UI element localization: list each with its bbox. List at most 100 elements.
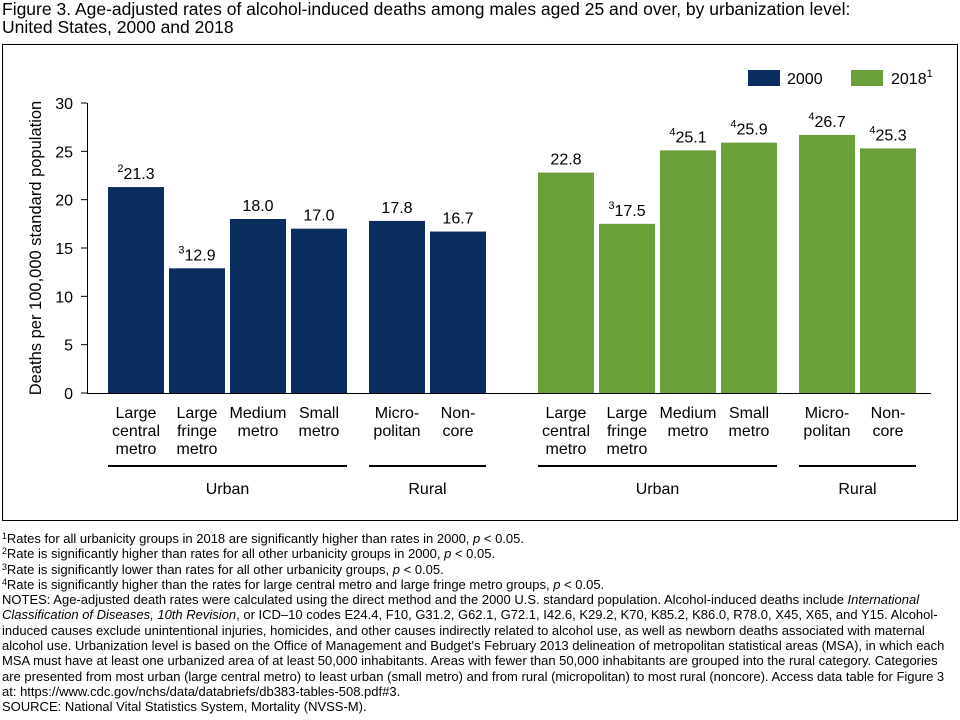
category-label: Non-core — [441, 405, 476, 440]
legend-label-2000: 2000 — [787, 71, 823, 88]
category-label-line: Non- — [871, 405, 906, 422]
footnote-italic: p — [444, 546, 452, 562]
data-label: 18.0 — [242, 198, 273, 215]
data-label: 425.9 — [730, 119, 767, 139]
y-axis-label: Deaths per 100,000 standard population — [27, 101, 45, 395]
data-label: 312.9 — [178, 244, 215, 264]
bar-2018-micro-politan — [799, 134, 855, 393]
data-label-note-marker: 4 — [808, 111, 814, 123]
category-label-line: Micro- — [375, 405, 419, 422]
category-label-line: Small — [729, 405, 769, 422]
category-label-line: Medium — [660, 405, 717, 422]
figure-title: Figure 3. Age-adjusted rates of alcohol-… — [2, 0, 851, 37]
category-label-line: Small — [299, 405, 339, 422]
data-label-value: 18.0 — [242, 198, 273, 215]
data-label-value: 21.3 — [123, 166, 154, 183]
footnote-1: 1Rates for all urbanicity groups in 2018… — [2, 531, 947, 546]
footnote-tail: < 0.05. — [451, 546, 496, 562]
y-tick-label: 15 — [55, 241, 73, 258]
bar-2018-medium-metro — [660, 150, 716, 393]
category-label: Medium metro — [230, 405, 287, 440]
data-label-value: 17.0 — [303, 208, 334, 225]
category-label-line: metro — [607, 441, 648, 458]
category-label-line: central — [542, 423, 590, 440]
category-label: Micro-politan — [803, 405, 850, 440]
category-label-line: metro — [729, 423, 770, 440]
category-label-line: metro — [177, 441, 218, 458]
bar-2000-non-core — [430, 231, 486, 393]
data-label-value: 12.9 — [184, 247, 215, 264]
category-label-line: metro — [546, 441, 587, 458]
group-label: Rural — [408, 481, 446, 498]
category-label-line: core — [872, 423, 903, 440]
data-label: 22.8 — [550, 152, 581, 169]
group-label: Rural — [838, 481, 876, 498]
data-label: 17.0 — [303, 208, 334, 225]
bar-2018-small-metro — [721, 142, 777, 393]
data-label-note-marker: 2 — [117, 163, 123, 175]
data-label: 425.3 — [869, 124, 906, 144]
category-label: Large central metro — [542, 405, 590, 458]
data-label-value: 16.7 — [442, 211, 473, 228]
bar-2018-large-fringe-metro — [599, 223, 655, 393]
data-label: 317.5 — [608, 200, 645, 220]
footnote-marker: 4 — [2, 576, 7, 587]
category-label: Micro-politan — [373, 405, 420, 440]
data-label: 425.1 — [669, 126, 706, 146]
footnote-text: Rate is significantly higher than the ra… — [6, 576, 554, 592]
category-label: Small metro — [729, 405, 770, 440]
data-label-note-marker: 4 — [730, 119, 736, 131]
footnote-tail: < 0.05. — [560, 576, 605, 592]
category-label-line: Large — [607, 405, 648, 422]
bar-2000-medium-metro — [230, 219, 286, 393]
category-label: Small metro — [299, 405, 340, 440]
footnote-marker: 3 — [2, 561, 7, 572]
chart-frame — [2, 44, 958, 521]
notes: NOTES: Age-adjusted death rates were cal… — [2, 592, 947, 699]
notes-rest: , or ICD–10 codes E24.4, F10, G31.2, G62… — [2, 607, 945, 699]
category-label-line: fringe — [607, 423, 647, 440]
data-label: 221.3 — [117, 163, 154, 183]
footnote-4: 4Rate is significantly higher than the r… — [2, 577, 947, 592]
category-label-line: Large — [546, 405, 587, 422]
data-label-value: 26.7 — [814, 114, 845, 131]
footnote-italic: p — [553, 576, 561, 592]
data-label-note-marker: 4 — [669, 126, 675, 138]
y-tick-label: 20 — [55, 193, 73, 210]
bar-2000-micro-politan — [369, 220, 425, 393]
data-label-value: 17.8 — [381, 200, 412, 217]
category-label-line: metro — [668, 423, 709, 440]
chart: 2000 20181 Deaths per 100,000 standard p… — [2, 44, 958, 521]
footnote-italic: p — [392, 561, 401, 577]
data-label-note-marker: 3 — [178, 244, 184, 256]
footnotes: 1Rates for all urbanicity groups in 2018… — [2, 531, 947, 715]
notes-lead: NOTES: Age-adjusted death rates were cal… — [2, 592, 848, 608]
category-label-line: metro — [299, 423, 340, 440]
category-label-line: Non- — [441, 405, 476, 422]
y-tick-label: 0 — [64, 386, 73, 403]
data-label: 16.7 — [442, 211, 473, 228]
category-label: Non-core — [871, 405, 906, 440]
category-label: Large central metro — [112, 405, 160, 458]
legend-series-name: 2018 — [891, 71, 927, 88]
category-label: Large fringe metro — [177, 405, 218, 458]
legend: 2000 20181 — [748, 68, 933, 88]
group-label: Urban — [636, 481, 680, 498]
y-tick-label: 30 — [55, 96, 73, 113]
y-tick-label: 25 — [55, 144, 73, 161]
data-label-value: 22.8 — [550, 152, 581, 169]
category-label: Medium metro — [660, 405, 717, 440]
bar-2018-non-core — [860, 148, 916, 393]
data-label-value: 25.3 — [875, 127, 906, 144]
legend-swatch-2000 — [748, 70, 780, 86]
category-label-line: Large — [116, 405, 157, 422]
footnote-2: 2Rate is significantly higher than rates… — [2, 546, 947, 561]
legend-swatch-2018 — [851, 70, 883, 86]
category-label-line: Large — [177, 405, 218, 422]
footnote-italic: p — [473, 531, 481, 546]
bar-2000-large-central-metro — [108, 187, 164, 393]
bar-2018-large-central-metro — [538, 172, 594, 393]
footnote-text: Rate is significantly lower than rates f… — [6, 561, 393, 577]
category-label-line: Micro- — [805, 405, 849, 422]
